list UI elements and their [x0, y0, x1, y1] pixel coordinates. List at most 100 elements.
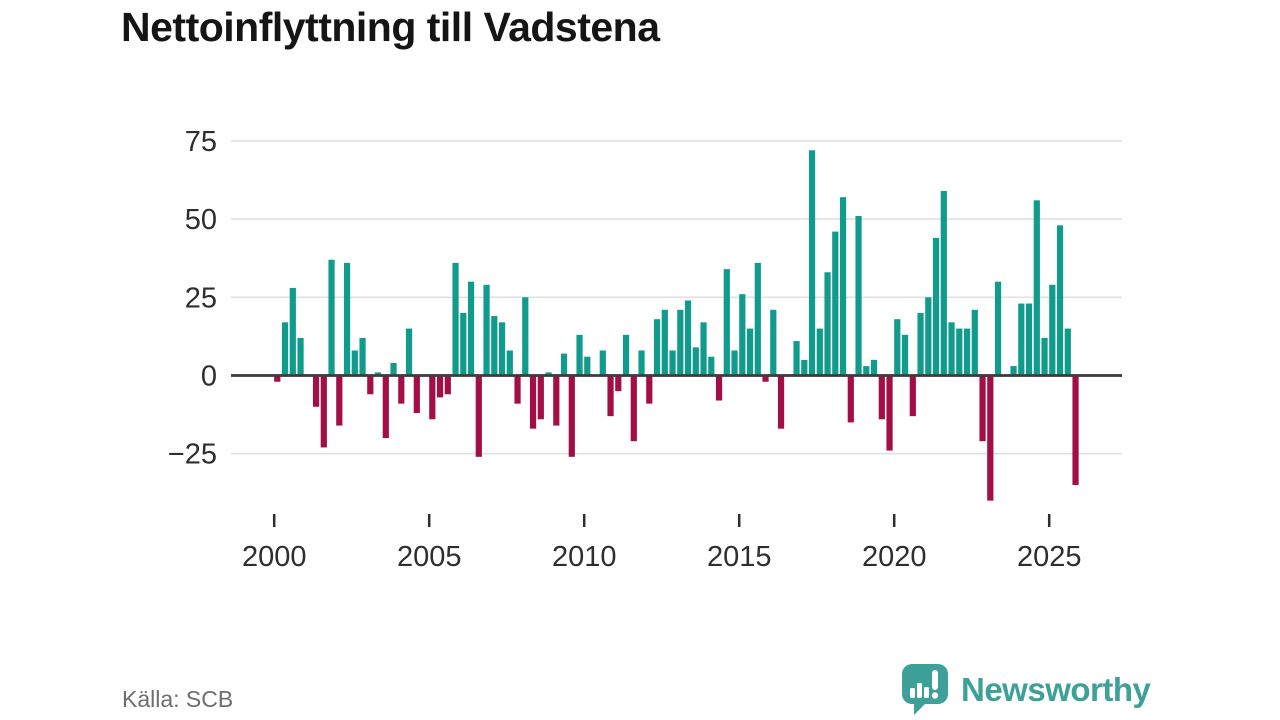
bar [832, 231, 839, 376]
bar [855, 215, 862, 376]
bar [1033, 200, 1040, 376]
bar [498, 322, 506, 376]
bar [483, 284, 490, 376]
bar [715, 375, 723, 401]
newsworthy-logo: Newsworthy [901, 663, 1151, 715]
bar [607, 375, 614, 417]
bar [1025, 303, 1033, 376]
bar [429, 375, 436, 420]
chart-title: Nettoinflyttning till Vadstena [121, 4, 660, 50]
bar [467, 281, 475, 376]
bar [684, 300, 692, 376]
bar [994, 281, 1002, 376]
bar [452, 262, 459, 376]
y-tick-label: 0 [201, 361, 217, 393]
bar [754, 262, 761, 376]
bar [351, 350, 358, 376]
bar [274, 375, 281, 382]
bar [281, 322, 289, 376]
y-tick-label: 50 [185, 204, 217, 236]
newsworthy-speech-bubble-bar-chart-icon [902, 664, 948, 715]
y-tick-label: −25 [168, 439, 217, 471]
bar [661, 309, 668, 376]
bar [343, 262, 351, 376]
bar [398, 375, 405, 404]
bar [320, 375, 327, 448]
bar [932, 237, 940, 376]
bar [917, 312, 924, 376]
bar [638, 350, 645, 376]
bar [901, 334, 909, 376]
bar [987, 375, 994, 501]
bar [405, 328, 413, 376]
bar [839, 197, 847, 376]
bar [491, 316, 498, 376]
bar [777, 375, 785, 429]
x-tick-label: 2020 [862, 541, 927, 573]
bar [816, 328, 823, 376]
bar [1041, 337, 1048, 376]
y-tick-label: 75 [185, 126, 217, 158]
bar [708, 356, 715, 376]
bar [746, 328, 754, 376]
bar [963, 328, 971, 376]
bar [956, 328, 963, 376]
x-tick-label: 2010 [552, 541, 617, 573]
bar [576, 334, 583, 376]
bar [359, 337, 366, 376]
bar [847, 375, 854, 423]
bar [770, 309, 777, 376]
bar [529, 375, 537, 429]
bar [367, 375, 374, 395]
bar [522, 297, 529, 376]
bar [444, 375, 451, 395]
bar [382, 375, 389, 439]
bar [979, 375, 986, 442]
bar [1049, 284, 1056, 376]
bar [793, 341, 800, 376]
bar [700, 322, 707, 376]
x-tick-label: 2005 [397, 541, 462, 573]
bar [1072, 375, 1079, 485]
bar [560, 353, 568, 376]
bar [646, 375, 653, 404]
bar [584, 356, 591, 376]
bar [739, 294, 746, 376]
bar [568, 375, 575, 457]
bar [762, 375, 769, 382]
bar [677, 309, 684, 376]
x-axis-zero-line [231, 374, 1122, 377]
bar [948, 322, 955, 376]
bar [723, 269, 730, 376]
bar [475, 375, 482, 457]
bar [336, 375, 343, 426]
bar [1010, 366, 1017, 376]
bar [413, 375, 420, 414]
newsworthy-wordmark: Newsworthy [961, 671, 1151, 708]
bar [940, 190, 947, 376]
bar [925, 297, 932, 376]
bar [506, 350, 513, 376]
bar [801, 359, 808, 376]
bar [514, 375, 521, 404]
bar [870, 359, 878, 376]
bar [537, 375, 544, 420]
bar [297, 337, 304, 376]
bar [390, 362, 397, 376]
y-tick-label: 25 [185, 282, 217, 314]
bar [1018, 303, 1025, 376]
bar [971, 309, 978, 376]
bar [622, 334, 630, 376]
bar [692, 347, 699, 376]
bar [1056, 225, 1064, 376]
bar [630, 375, 637, 442]
bar [289, 287, 296, 376]
bar [374, 372, 382, 376]
bar [731, 350, 738, 376]
bar [545, 372, 552, 376]
bar [312, 375, 320, 407]
bar [894, 319, 901, 376]
bar [436, 375, 444, 398]
bar [328, 259, 335, 376]
